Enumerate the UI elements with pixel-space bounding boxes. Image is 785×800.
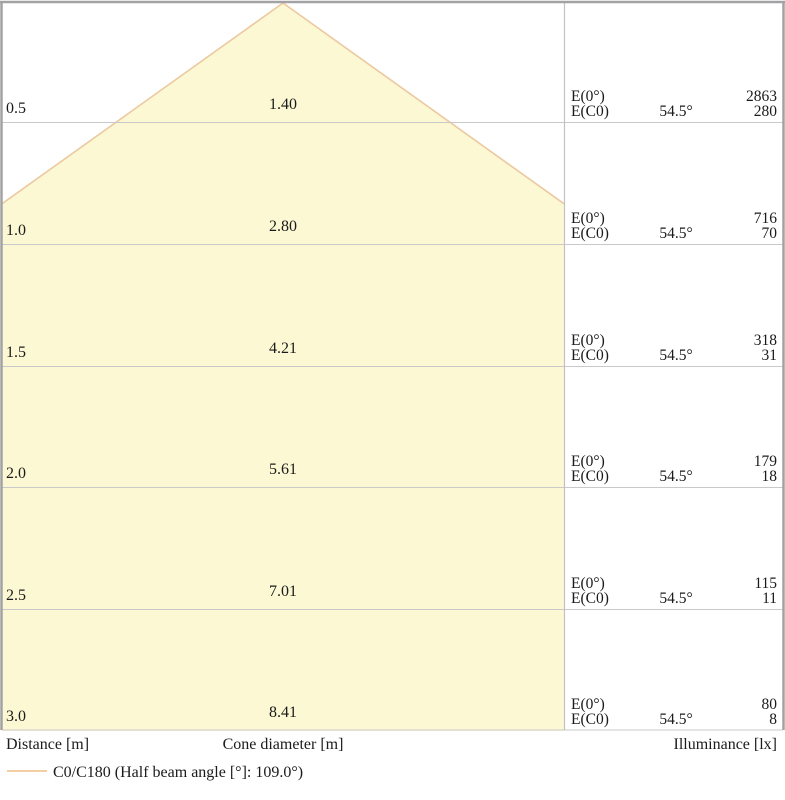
- cone-diameter-value: 2.80: [269, 218, 297, 235]
- half-angle-value: 54.5°: [659, 468, 693, 485]
- e0-value: 115: [754, 575, 777, 592]
- e0-label: E(0°): [571, 332, 605, 349]
- illuminance-block: E(0°) 80 E(C0) 54.5° 8: [571, 696, 778, 728]
- e0-value: 2863: [746, 88, 777, 105]
- spacer: [641, 454, 711, 469]
- half-angle-value: 54.5°: [659, 347, 693, 364]
- distance-label: 3.0: [6, 708, 26, 725]
- distance-label: 2.0: [6, 465, 26, 482]
- ec0-value: 11: [762, 590, 777, 607]
- illuminance-block: E(0°) 2863 E(C0) 54.5° 280: [571, 88, 777, 120]
- ec0-value: 18: [761, 468, 778, 485]
- illuminance-block: E(0°) 716 E(C0) 54.5° 70: [571, 210, 778, 242]
- e0-label: E(0°): [571, 575, 605, 592]
- ec0-value: 8: [769, 711, 777, 728]
- e0-value: 716: [753, 210, 777, 227]
- cone-diameter-value: 1.40: [269, 96, 297, 113]
- ec0-value: 31: [761, 347, 778, 364]
- spacer: [641, 89, 711, 104]
- spacer: [641, 211, 711, 226]
- distance-label: 1.5: [6, 344, 26, 361]
- ec0-label: E(C0): [571, 590, 609, 607]
- ec0-label: E(C0): [571, 711, 609, 728]
- e0-line: E(0°) 80: [571, 696, 778, 713]
- cone-plot: [0, 0, 785, 731]
- e0-label: E(0°): [571, 88, 605, 105]
- e0-label: E(0°): [571, 696, 605, 713]
- e0-line: E(0°) 318: [571, 332, 777, 349]
- distance-label: 0.5: [6, 100, 26, 117]
- ec0-label: E(C0): [571, 347, 609, 364]
- distance-gridlines: [2, 122, 783, 731]
- e0-line: E(0°) 716: [571, 210, 777, 227]
- illuminance-axis-label: Illuminance [lx]: [673, 736, 777, 753]
- ec0-label: E(C0): [571, 468, 609, 485]
- e0-label: E(0°): [571, 210, 605, 227]
- ec0-line: E(C0) 54.5° 70: [571, 225, 778, 242]
- ec0-line: E(C0) 54.5° 18: [571, 468, 778, 485]
- e0-label: E(0°): [571, 453, 605, 470]
- cone-diameter-value: 4.21: [269, 340, 297, 357]
- e0-value: 80: [761, 696, 778, 713]
- illuminance-block: E(0°) 318 E(C0) 54.5° 31: [571, 332, 778, 364]
- e0-line: E(0°) 179: [571, 453, 777, 470]
- ec0-value: 70: [761, 225, 778, 242]
- ec0-value: 280: [753, 103, 777, 120]
- e0-value: 179: [753, 453, 777, 470]
- ec0-label: E(C0): [571, 103, 609, 120]
- distance-label: 2.5: [6, 587, 26, 604]
- ec0-label: E(C0): [571, 225, 609, 242]
- cone-diameter-value: 7.01: [269, 583, 297, 600]
- cone-diameter-value: 8.41: [269, 704, 297, 721]
- half-angle-value: 54.5°: [659, 103, 693, 120]
- e0-line: E(0°) 2863: [571, 88, 777, 105]
- ec0-line: E(C0) 54.5° 8: [571, 711, 777, 728]
- distance-axis-label: Distance [m]: [6, 736, 90, 753]
- cone-diameter-axis-label: Cone diameter [m]: [222, 736, 344, 753]
- beam-cone-edge-right: [282, 2, 564, 205]
- e0-value: 318: [753, 332, 777, 349]
- spacer: [641, 697, 711, 712]
- legend-line-icon: [7, 770, 47, 772]
- legend: C0/C180 (Half beam angle [°]: 109.0°): [0, 762, 500, 784]
- ec0-line: E(C0) 54.5° 11: [571, 590, 777, 607]
- legend-label: C0/C180 (Half beam angle [°]: 109.0°): [53, 764, 304, 781]
- half-angle-value: 54.5°: [659, 225, 693, 242]
- spacer: [641, 576, 711, 591]
- half-angle-value: 54.5°: [659, 590, 693, 607]
- distance-label: 1.0: [6, 222, 26, 239]
- e0-line: E(0°) 115: [571, 575, 777, 592]
- cone-diameter-value: 5.61: [269, 461, 297, 478]
- illuminance-block: E(0°) 115 E(C0) 54.5° 11: [571, 575, 777, 607]
- half-angle-value: 54.5°: [659, 711, 693, 728]
- spacer: [641, 333, 711, 348]
- ec0-line: E(C0) 54.5° 280: [571, 103, 777, 120]
- illuminance-block: E(0°) 179 E(C0) 54.5° 18: [571, 453, 778, 485]
- beam-cone-edge-left: [2, 2, 284, 205]
- ec0-line: E(C0) 54.5° 31: [571, 347, 778, 364]
